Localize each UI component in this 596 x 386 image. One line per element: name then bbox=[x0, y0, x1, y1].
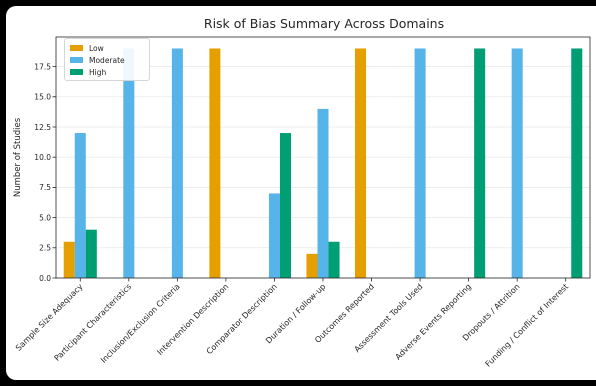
y-tick-label: 7.5 bbox=[39, 183, 51, 192]
y-axis-ticks: 0.0 2.5 5.0 7.5 10.0 12.5 15.0 17.5 bbox=[34, 62, 56, 283]
x-tick-label: Inclusion/Exclusion Criteria bbox=[99, 282, 182, 365]
legend-label-moderate: Moderate bbox=[89, 55, 125, 65]
bar-moderate bbox=[268, 193, 280, 278]
bar-moderate bbox=[123, 48, 135, 278]
bar-high bbox=[279, 133, 292, 278]
bar-chart: Risk of Bias Summary Across Domains 0.0 2… bbox=[13, 16, 591, 369]
y-tick-label: 17.5 bbox=[34, 62, 51, 71]
legend: Low Moderate High bbox=[64, 38, 150, 81]
chart-title: Risk of Bias Summary Across Domains bbox=[204, 16, 444, 31]
y-tick-label: 2.5 bbox=[39, 244, 51, 253]
chart-frame: Risk of Bias Summary Across Domains 0.0 2… bbox=[6, 6, 596, 380]
legend-item-moderate: Moderate bbox=[70, 54, 144, 66]
legend-item-high: High bbox=[70, 66, 144, 78]
legend-label-high: High bbox=[89, 67, 107, 77]
bar-high bbox=[85, 229, 97, 278]
bar-high bbox=[328, 241, 340, 278]
bar-moderate bbox=[74, 133, 86, 278]
bar-moderate bbox=[414, 48, 426, 278]
y-tick-label: 10.0 bbox=[34, 153, 51, 162]
bar-high bbox=[571, 48, 583, 278]
legend-swatch-moderate bbox=[70, 57, 83, 63]
plot-area-border bbox=[55, 36, 591, 279]
y-axis-label: Number of Studies bbox=[13, 117, 23, 197]
bar-low bbox=[209, 48, 221, 278]
y-tick-label: 12.5 bbox=[34, 123, 51, 132]
legend-swatch-high bbox=[70, 69, 83, 75]
bars bbox=[63, 48, 583, 278]
bar-low bbox=[306, 253, 318, 278]
bar-moderate bbox=[511, 48, 523, 278]
y-tick-label: 5.0 bbox=[39, 213, 51, 222]
bar-low bbox=[63, 241, 75, 278]
bar-high bbox=[474, 48, 486, 278]
y-tick-label: 0.0 bbox=[39, 274, 51, 283]
legend-item-low: Low bbox=[70, 42, 144, 54]
legend-swatch-low bbox=[70, 45, 83, 51]
bar-moderate bbox=[171, 48, 183, 278]
bar-low bbox=[354, 48, 367, 278]
legend-label-low: Low bbox=[89, 43, 104, 53]
bar-moderate bbox=[317, 108, 329, 278]
x-tick-label: Funding / Conflict of Interest bbox=[484, 282, 571, 369]
x-tick-label: Participant Characteristics bbox=[52, 282, 133, 363]
y-tick-label: 15.0 bbox=[34, 93, 51, 102]
